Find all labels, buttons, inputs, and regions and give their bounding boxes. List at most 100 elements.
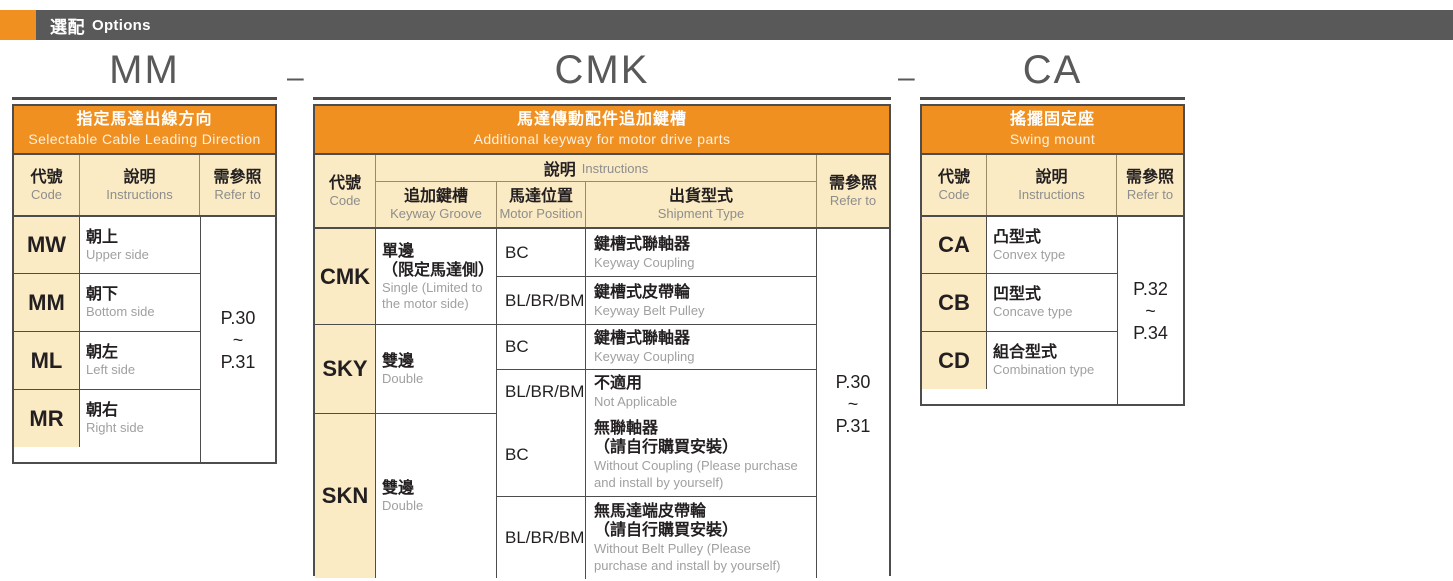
cmk-header-motor-position-zh: 馬達位置 [508,188,573,205]
mm-refer-line3: P.31 [220,351,256,372]
cmk-subrow: BC 無聯軸器 （請自行購買安裝） Without Coupling (Plea… [497,414,816,496]
mm-row-desc-0: 朝上 Upper side [80,217,200,273]
ca-row-desc-0: 凸型式 Convex type [987,217,1117,273]
ca-row-desc-zh-0: 凸型式 [993,228,1042,246]
table-row: ML 朝左 Left side [14,331,200,389]
cmk-header-shipment-type-zh: 出貨型式 [668,188,733,205]
table-row: CMK 單邊 （限定馬達側） Single (Limited to the mo… [315,229,816,324]
ca-header-instructions: 說明 Instructions [987,155,1117,215]
table-swing-mount: 搖擺固定座 Swing mount 代號 Code 說明 Instruction… [920,104,1185,406]
cmk-band-zh: 馬達傳動配件追加鍵槽 [516,111,687,128]
ca-band-en: Swing mount [1009,131,1096,147]
cmk-band: 馬達傳動配件追加鍵槽 Additional keyway for motor d… [315,106,889,153]
mm-row-desc-1: 朝下 Bottom side [80,274,200,331]
ca-band: 搖擺固定座 Swing mount [922,106,1183,153]
ca-row-code-1: CB [922,274,987,331]
separator-dash-1: – [287,61,304,94]
mm-row-desc-zh-2: 朝左 [86,344,119,361]
mm-header-row: 代號 Code 說明 Instructions 需參照 Refer to [14,153,275,215]
mm-row-desc-en-1: Bottom side [86,304,155,319]
cmk-ship-en-0-0: Keyway Coupling [594,254,695,270]
ca-row-code-2: CD [922,332,987,389]
cmk-row-groove-en-2: Double [382,497,424,513]
cmk-header-code-zh: 代號 [328,174,361,192]
ca-row-desc-zh-1: 凹型式 [993,286,1042,303]
mm-header-code-zh: 代號 [30,168,63,186]
cmk-row-groove-en-1: Double [382,370,424,386]
table-row: MW 朝上 Upper side [14,215,200,273]
mm-row-desc-2: 朝左 Left side [80,332,200,389]
cmk-header-shipment-type-en: Shipment Type [657,206,745,221]
mm-refer-line2: ~ [232,329,244,350]
cmk-ship-en-2-1: Without Belt Pulley (Please purchase and… [594,541,781,573]
table-row: CD 組合型式 Combination type [922,331,1117,389]
ca-header-instructions-zh: 說明 [1035,168,1068,186]
ca-row-desc-en-1: Concave type [993,304,1073,319]
code-heading-cmk: CMK [554,48,650,92]
mm-refer-line1: P.30 [220,307,256,328]
cmk-ship-2-0: 無聯軸器 （請自行購買安裝） Without Coupling (Please … [586,414,816,496]
cmk-ship-0-1: 鍵槽式皮帶輪 Keyway Belt Pulley [586,277,816,324]
cmk-row-code-0: CMK [315,229,376,324]
cmk-header-refer-en: Refer to [829,192,877,208]
cmk-refer-line2: ~ [847,393,859,414]
mm-refer-cell: P.30 ~ P.31 [200,215,275,462]
cmk-row-groove-zh-2: 雙邊 [382,479,415,497]
cmk-motor-1-1: BL/BR/BM [497,370,586,414]
separator-dash-2: – [898,61,915,94]
mm-row-desc-en-3: Right side [86,420,144,435]
mm-row-desc-zh-0: 朝上 [86,228,119,246]
ca-refer-line2: ~ [1145,300,1156,321]
options-title-en: Options [92,16,151,34]
cmk-ship-zh-1-1: 不適用 [594,375,643,392]
table-row: MM 朝下 Bottom side [14,273,200,331]
cmk-row-groove-zh-1: 雙邊 [382,352,415,370]
mm-header-instructions-en: Instructions [106,186,173,202]
cmk-ship-en-1-1: Not Applicable [594,394,678,409]
mm-row-desc-zh-3: 朝右 [86,402,119,419]
cmk-header-instructions: 說明 Instructions [376,155,816,182]
cmk-subrow: BL/BR/BM 無馬達端皮帶輪 （請自行購買安裝） Without Belt … [497,496,816,579]
cmk-header-refer: 需參照 Refer to [816,155,889,227]
cmk-header-keyway-groove: 追加鍵槽 Keyway Groove [376,182,497,227]
cmk-subrow: BC 鍵槽式聯軸器 Keyway Coupling [497,325,816,369]
cmk-ship-zh-2-1: 無馬達端皮帶輪 （請自行購買安裝） [594,503,739,539]
mm-header-refer-en: Refer to [214,186,261,202]
ca-header-refer-en: Refer to [1126,186,1174,202]
cmk-subrow: BL/BR/BM 鍵槽式皮帶輪 Keyway Belt Pulley [497,276,816,324]
accent-swatch [0,10,36,40]
rule-above-cmk-table [313,97,891,100]
cmk-header-motor-position-en: Motor Position [499,206,583,221]
table-row: SKN 雙邊 Double BC 無聯軸器 （請自行購買安裝） Without … [315,413,816,579]
cmk-motor-1-0: BC [497,325,586,369]
cmk-ship-zh-2-0: 無聯軸器 （請自行購買安裝） [594,420,739,456]
table-row: CB 凹型式 Concave type [922,273,1117,331]
cmk-row-groove-zh-0: 單邊 （限定馬達側） [382,242,495,279]
ca-row-code-0: CA [922,217,987,273]
mm-row-code-1: MM [14,274,80,331]
mm-row-code-3: MR [14,390,80,447]
ca-row-desc-2: 組合型式 Combination type [987,332,1117,389]
cmk-refer-cell: P.30 ~ P.31 [816,229,889,578]
mm-header-instructions-zh: 說明 [123,168,156,186]
ca-header-refer: 需參照 Refer to [1117,155,1183,215]
mm-row-desc-en-2: Left side [86,362,136,377]
cmk-header-keyway-groove-en: Keyway Groove [390,206,482,221]
cmk-ship-en-1-0: Keyway Coupling [594,349,695,364]
options-title-zh: 選配 [50,17,85,37]
mm-band-en: Selectable Cable Leading Direction [28,131,261,147]
mm-row-desc-zh-1: 朝下 [86,286,119,303]
cmk-header-instructions-zh: 說明 [543,162,576,179]
ca-header-code-zh: 代號 [937,168,970,186]
cmk-header-refer-zh: 需參照 [828,174,877,192]
cmk-header-code-en: Code [329,192,361,208]
code-heading-mm: MM [109,48,180,92]
cmk-subrow: BL/BR/BM 不適用 Not Applicable [497,369,816,414]
table-row: SKY 雙邊 Double BC 鍵槽式聯軸器 Keyway Coupling … [315,324,816,414]
mm-header-code-en: Code [30,186,63,202]
ca-row-desc-en-0: Convex type [993,246,1066,262]
table-cable-leading-direction: 指定馬達出線方向 Selectable Cable Leading Direct… [12,104,277,464]
cmk-ship-en-0-1: Keyway Belt Pulley [594,302,705,318]
cmk-row-groove-en-0: Single (Limited to the motor side) [382,279,483,311]
ca-refer-cell: P.32 ~ P.34 [1117,215,1183,404]
